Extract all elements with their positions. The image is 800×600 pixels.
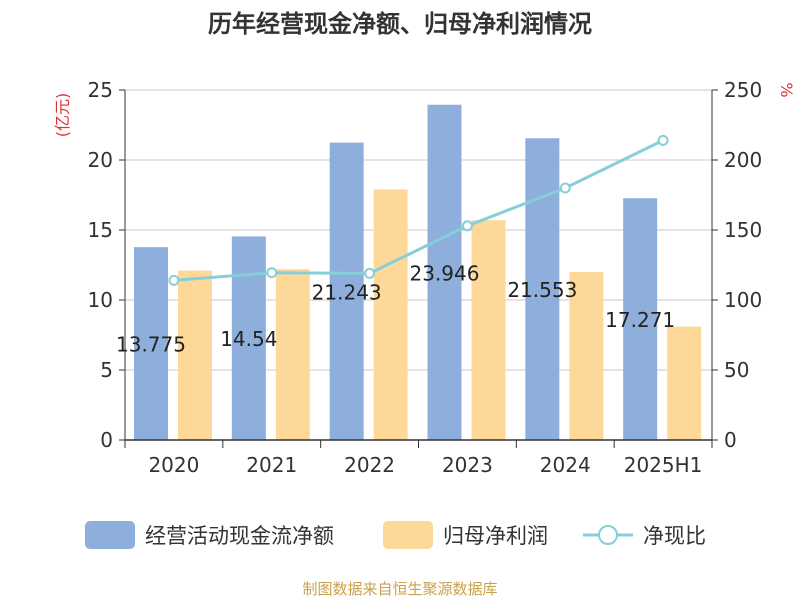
grid-lines (125, 89, 712, 371)
bar-net-profit (471, 220, 506, 440)
ratio-point (559, 182, 571, 194)
chart-title: 历年经营现金净额、归母净利润情况 (208, 10, 592, 38)
source-note: 制图数据来自恒生聚源数据库 (302, 580, 497, 598)
bar-value-label: 13.775 (116, 333, 186, 357)
bar-value-label: 23.946 (410, 261, 480, 285)
legend: 经营活动现金流净额 归母净利润 净现比 (85, 521, 706, 549)
x-tick-label: 2022 (344, 453, 395, 477)
y-left-tick-label: 5 (100, 358, 113, 382)
y-right-tick-label: 100 (724, 288, 762, 312)
bar-value-label: 14.54 (220, 327, 277, 351)
ratio-point (266, 267, 278, 279)
legend-label-net-profit: 归母净利润 (443, 524, 548, 548)
bar-net-profit (373, 189, 408, 440)
bar-cashflow (427, 104, 462, 441)
bar-cashflow (134, 247, 168, 440)
bar-net-profit (667, 326, 702, 440)
y-axis-right-label: % (777, 82, 796, 97)
ratio-point (168, 274, 180, 286)
ratio-line (173, 139, 664, 282)
x-tick-label: 2025H1 (624, 453, 703, 477)
y-left-tick-label: 25 (88, 78, 113, 102)
legend-swatch-cashflow (85, 521, 135, 549)
bar-net-profit (178, 270, 212, 440)
ratio-point (657, 134, 669, 146)
y-right-tick-label: 250 (724, 78, 762, 102)
bar-value-label: 21.553 (507, 278, 577, 302)
y-left-tick-label: 20 (88, 148, 113, 172)
ratio-line-layer (168, 134, 669, 286)
legend-swatch-net-profit (383, 521, 433, 549)
y-left-tick-label: 0 (100, 428, 113, 452)
bar-net-profit (569, 272, 604, 440)
bar-net-profit (275, 269, 310, 440)
bars-layer (134, 104, 702, 441)
bar-value-label: 17.271 (605, 308, 675, 332)
bar-cashflow (231, 236, 266, 440)
y-axis-left-label: (亿元) (53, 93, 72, 138)
bar-cashflow (329, 142, 364, 440)
x-tick-label: 2023 (442, 453, 493, 477)
data-labels-layer: 13.775 14.54 21.243 23.946 21.553 17.271 (116, 261, 675, 356)
y-right-tick-label: 200 (724, 148, 762, 172)
x-tick-label: 2020 (148, 453, 199, 477)
x-tick-label: 2024 (540, 453, 591, 477)
ratio-point (364, 267, 376, 279)
bar-cashflow (623, 198, 658, 440)
y-right-tick-label: 0 (724, 428, 737, 452)
x-tick-label: 2021 (246, 453, 297, 477)
bar-value-label: 21.243 (312, 280, 382, 304)
y-left-tick-label: 15 (88, 218, 113, 242)
y-right-tick-label: 150 (724, 218, 762, 242)
bar-cashflow (525, 138, 560, 440)
legend-label-cashflow: 经营活动现金流净额 (145, 524, 334, 548)
ratio-point (461, 220, 473, 232)
y-left-tick-label: 10 (88, 288, 113, 312)
legend-label-ratio: 净现比 (643, 524, 706, 548)
legend-swatch-ratio-marker (598, 525, 618, 545)
y-right-tick-label: 50 (724, 358, 749, 382)
